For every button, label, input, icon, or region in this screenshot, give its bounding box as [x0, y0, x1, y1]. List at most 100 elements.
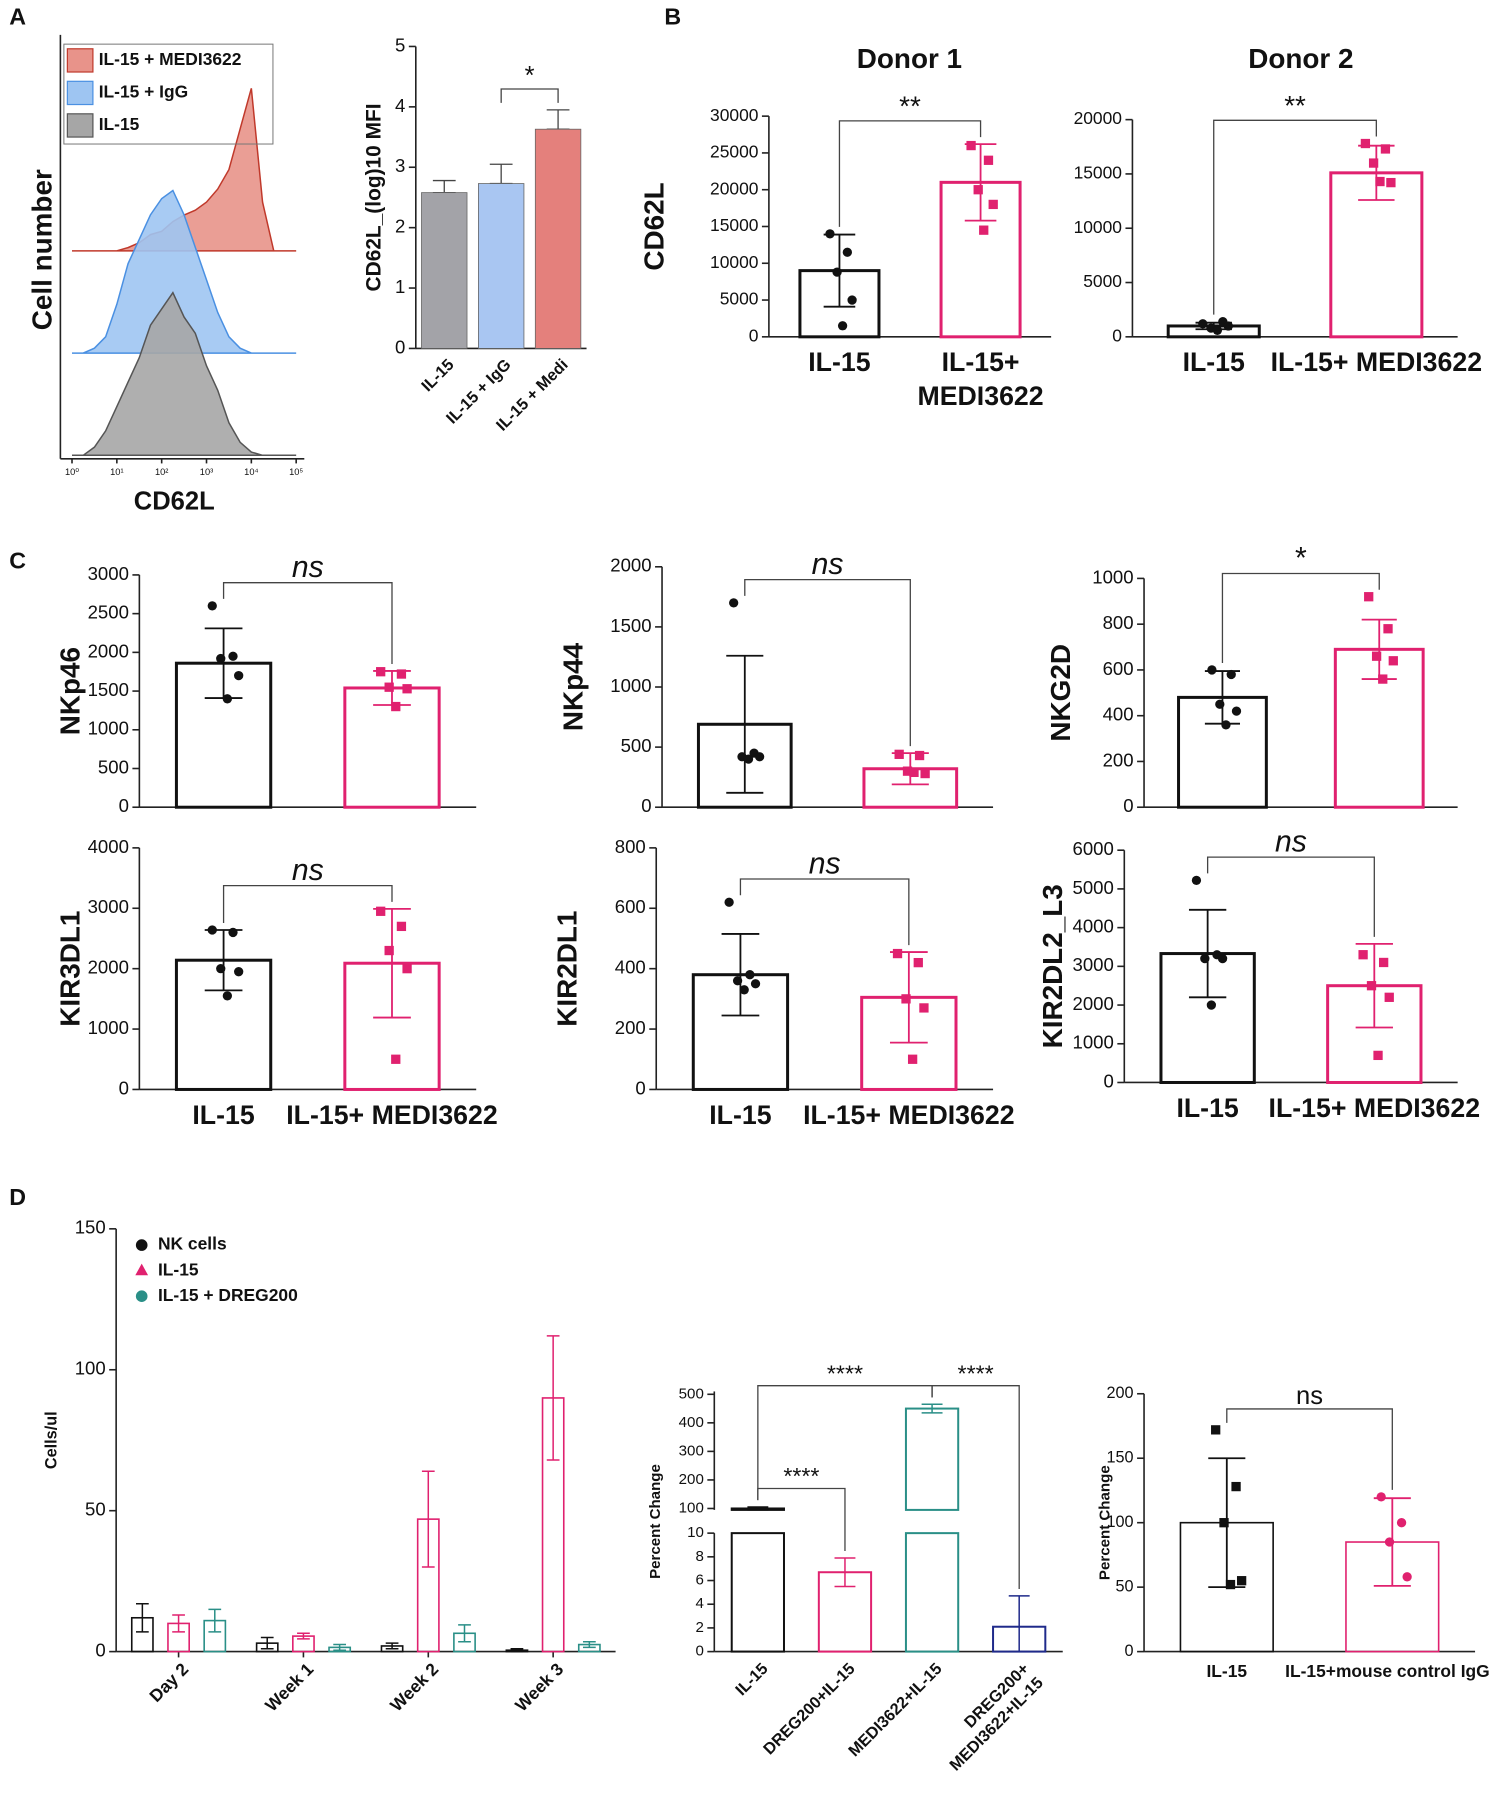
histogram-area — [72, 291, 297, 457]
significance-label: **** — [958, 1360, 994, 1386]
y-tick-label: 400 — [1103, 704, 1134, 725]
y-tick-label: 0 — [1104, 1070, 1114, 1091]
data-point — [919, 1003, 929, 1013]
y-tick-label: 2 — [395, 216, 405, 237]
data-point — [1217, 953, 1228, 964]
y-tick-label: 2000 — [1073, 993, 1114, 1014]
error-bar — [432, 179, 456, 194]
y-tick-label: 0 — [1123, 795, 1133, 816]
legend-swatch — [66, 80, 94, 106]
significance-bracket — [838, 120, 982, 227]
y-tick-label: 0 — [695, 1643, 703, 1660]
data-point — [1378, 674, 1388, 684]
legend-label: IL-15 + DREG200 — [158, 1285, 298, 1305]
data-point — [1215, 699, 1225, 709]
panel-label: C — [9, 547, 26, 573]
panel-label: B — [664, 4, 681, 30]
y-tick-label: 10 — [687, 1524, 704, 1541]
error-bar — [921, 1403, 943, 1414]
y-axis-label: Cells/ul — [43, 1411, 61, 1469]
y-tick-label: 600 — [615, 896, 646, 917]
y-tick-label: 200 — [615, 1017, 646, 1038]
data-point — [907, 1054, 918, 1064]
y-tick-label: 100 — [75, 1358, 106, 1379]
data-point — [216, 964, 226, 974]
x-tick-label: IL-15 — [808, 347, 871, 378]
y-axis-label: CD62L_(log)10 MFI — [363, 103, 386, 291]
y-tick-label: 400 — [615, 957, 646, 978]
x-tick-label: IL-15+ MEDI3622 — [803, 1099, 1015, 1130]
data-point — [732, 976, 743, 986]
x-tick-label: 10² — [155, 467, 168, 477]
data-point — [966, 140, 976, 151]
y-tick-label: 1500 — [88, 679, 129, 700]
data-point — [234, 670, 244, 681]
data-point — [837, 321, 848, 331]
error-bar — [135, 1602, 149, 1633]
x-tick-label: 10⁰ — [65, 467, 79, 477]
data-point — [207, 601, 217, 611]
significance-bracket — [1221, 572, 1380, 663]
bar — [904, 1532, 960, 1653]
data-point — [754, 752, 765, 762]
data-point — [1396, 1518, 1407, 1528]
data-point — [1383, 624, 1393, 634]
data-point — [988, 199, 998, 210]
y-tick-label: 5000 — [1083, 271, 1122, 291]
y-tick-label: 200 — [679, 1471, 704, 1488]
error-bar — [747, 1506, 769, 1511]
error-bar — [546, 109, 570, 130]
data-point — [1386, 177, 1396, 188]
data-point — [1388, 656, 1398, 666]
significance-bracket — [500, 88, 559, 103]
bar — [421, 192, 468, 349]
significance-label: * — [1295, 542, 1307, 575]
y-tick-label: 500 — [98, 756, 129, 777]
y-tick-label: 4 — [395, 95, 405, 116]
data-point — [1207, 665, 1217, 675]
y-tick-label: 800 — [1103, 612, 1134, 633]
data-point — [228, 927, 238, 938]
x-tick-label: 10⁴ — [244, 467, 258, 477]
y-axis-label: NKG2D — [1045, 644, 1076, 742]
y-tick-label: 6000 — [1073, 838, 1114, 859]
data-point — [979, 225, 989, 235]
y-tick-label: 150 — [75, 1217, 106, 1238]
data-point — [391, 701, 401, 712]
y-tick-label: 0 — [1112, 325, 1122, 345]
error-bar — [1008, 1595, 1030, 1653]
y-axis-label: Percent Change — [647, 1464, 664, 1579]
y-tick-label: 5000 — [1073, 877, 1114, 898]
data-point — [1366, 981, 1377, 991]
data-point — [1376, 1492, 1386, 1502]
y-axis-label: KIR2DL2_L3 — [1037, 884, 1068, 1048]
y-tick-label: 500 — [621, 735, 652, 756]
data-point — [1231, 706, 1242, 716]
data-point — [1380, 144, 1391, 154]
y-tick-label: 3000 — [88, 896, 129, 917]
y-tick-label: 3000 — [1073, 954, 1114, 975]
data-point — [396, 669, 407, 679]
error-bar — [510, 1648, 524, 1653]
y-axis-label: CD62L — [639, 182, 670, 270]
y-axis-label: NKp44 — [557, 642, 588, 731]
histogram-area — [72, 88, 297, 252]
y-tick-label: 1000 — [610, 675, 651, 696]
x-tick-label: 10³ — [200, 467, 213, 477]
data-point — [1360, 138, 1371, 149]
y-tick-label: 1 — [395, 276, 405, 297]
significance-bracket — [1213, 119, 1377, 315]
y-tick-label: 20000 — [710, 178, 758, 198]
y-tick-label: 20000 — [1074, 108, 1122, 128]
data-point — [1368, 158, 1379, 168]
data-point — [396, 921, 407, 932]
error-bar — [489, 163, 513, 185]
data-point — [234, 967, 244, 977]
data-point — [729, 598, 739, 608]
legend-label: NK cells — [158, 1234, 227, 1254]
y-tick-label: 300 — [679, 1442, 704, 1459]
y-tick-label: 0 — [1125, 1642, 1134, 1660]
y-tick-label: 50 — [1116, 1577, 1134, 1595]
